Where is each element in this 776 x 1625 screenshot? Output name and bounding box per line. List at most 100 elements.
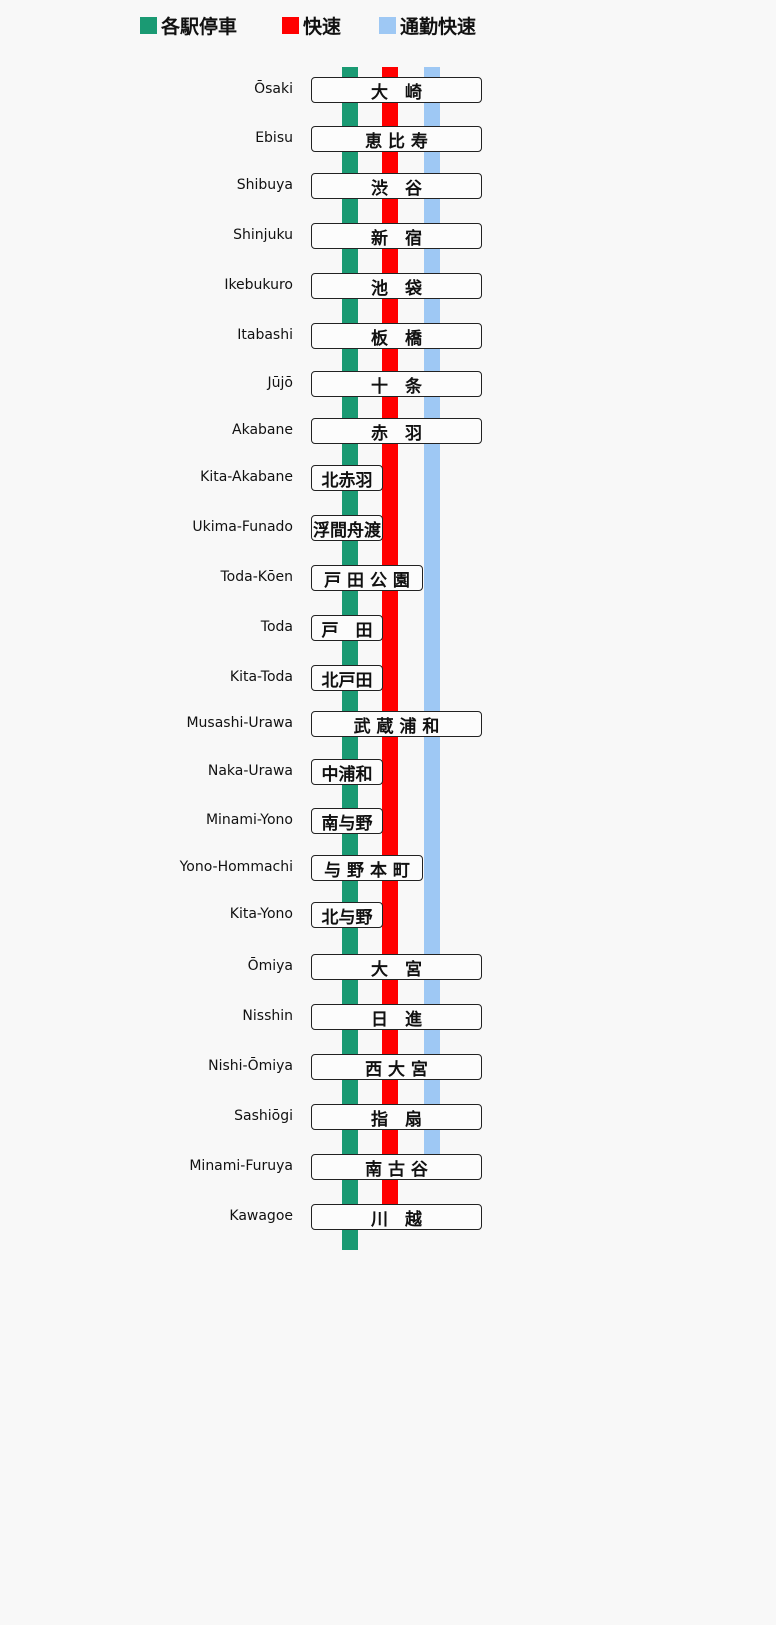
station-kanji: 赤 羽 (371, 423, 422, 444)
station-kanji: 北戸田 (321, 670, 373, 691)
station-row: Ikebukuro 池 袋 (0, 271, 776, 301)
station-row: Naka-Urawa 中浦和 (0, 757, 776, 787)
station-row: Shibuya 渋 谷 (0, 171, 776, 201)
station-kanji: 北与野 (321, 907, 373, 928)
station-kanji: 渋 谷 (371, 178, 422, 199)
legend-label-local: 各駅停車 (161, 15, 238, 38)
station-name-box: 指 扇 (311, 1104, 482, 1130)
station-kanji: 西 大 宮 (365, 1059, 428, 1080)
station-row: Kita-Yono 北与野 (0, 900, 776, 930)
station-name-box: 新 宿 (311, 223, 482, 249)
station-kanji: 川 越 (371, 1209, 422, 1230)
station-kanji: 戸 田 (321, 620, 373, 641)
station-romaji: Shibuya (236, 177, 293, 193)
station-romaji: Shinjuku (233, 227, 293, 243)
station-row: Kita-Akabane 北赤羽 (0, 463, 776, 493)
station-romaji: Kawagoe (229, 1208, 293, 1224)
station-romaji: Ōmiya (247, 958, 293, 974)
station-romaji: Toda-Kōen (220, 569, 294, 585)
station-kanji: 戸 田 公 園 (324, 570, 410, 591)
station-row: Shinjuku 新 宿 (0, 221, 776, 251)
station-row: Kita-Toda 北戸田 (0, 663, 776, 693)
station-name-box: 中浦和 (311, 759, 383, 785)
station-romaji: Ebisu (255, 130, 293, 146)
legend-item-local: 各駅停車 (140, 12, 237, 38)
station-name-box: 川 越 (311, 1204, 482, 1230)
station-kanji: 武 蔵 浦 和 (353, 716, 440, 737)
station-name-box: 十 条 (311, 371, 482, 397)
station-kanji: 浮間舟渡 (313, 520, 381, 541)
station-kanji: 恵 比 寿 (365, 131, 428, 152)
station-kanji: 十 条 (371, 376, 422, 397)
station-kanji: 板 橋 (371, 328, 422, 349)
station-name-box: 南与野 (311, 808, 383, 834)
station-kanji: 北赤羽 (321, 470, 373, 491)
station-row: Musashi-Urawa 武 蔵 浦 和 (0, 709, 776, 739)
station-romaji: Jūjō (267, 375, 293, 391)
station-name-box: 北戸田 (311, 665, 383, 691)
station-kanji: 中浦和 (321, 764, 373, 785)
station-name-box: 武 蔵 浦 和 (311, 711, 482, 737)
station-name-box: 大 崎 (311, 77, 482, 103)
station-romaji: Itabashi (237, 327, 293, 343)
legend: 各駅停車 快速 通勤快速 (0, 0, 776, 50)
station-kanji: 与 野 本 町 (324, 860, 410, 881)
legend-item-rapid: 快速 (282, 12, 341, 38)
station-kanji: 指 扇 (371, 1109, 422, 1130)
station-romaji: Kita-Toda (229, 669, 293, 685)
station-name-box: 渋 谷 (311, 173, 482, 199)
legend-label-rapid: 快速 (303, 15, 342, 38)
legend-swatch-commuter-rapid (379, 16, 396, 34)
station-romaji: Minami-Yono (205, 812, 293, 828)
line-rapid (382, 67, 398, 1217)
station-row: Jūjō 十 条 (0, 369, 776, 399)
station-romaji: Ukima-Funado (192, 519, 293, 535)
station-romaji: Toda (260, 619, 293, 635)
station-name-box: 南 古 谷 (311, 1154, 482, 1180)
station-kanji: 南与野 (321, 813, 373, 834)
legend-label-commuter-rapid: 通勤快速 (400, 15, 477, 38)
station-name-box: 大 宮 (311, 954, 482, 980)
station-name-box: 戸 田 公 園 (311, 565, 423, 591)
station-row: Itabashi 板 橋 (0, 321, 776, 351)
station-name-box: 西 大 宮 (311, 1054, 482, 1080)
station-row: Ōmiya 大 宮 (0, 952, 776, 982)
station-romaji: Yono-Hommachi (179, 859, 293, 875)
station-name-box: 池 袋 (311, 273, 482, 299)
legend-item-commuter-rapid: 通勤快速 (379, 12, 476, 38)
station-name-box: 板 橋 (311, 323, 482, 349)
station-kanji: 日 進 (371, 1009, 422, 1030)
station-romaji: Naka-Urawa (207, 763, 293, 779)
station-romaji: Kita-Yono (229, 906, 293, 922)
station-kanji: 大 崎 (371, 82, 422, 103)
station-name-box: 与 野 本 町 (311, 855, 423, 881)
station-romaji: Sashiōgi (234, 1108, 293, 1124)
station-name-box: 赤 羽 (311, 418, 482, 444)
station-row: Kawagoe 川 越 (0, 1202, 776, 1232)
station-romaji: Akabane (232, 422, 293, 438)
station-row: Ebisu 恵 比 寿 (0, 124, 776, 154)
station-row: Sashiōgi 指 扇 (0, 1102, 776, 1132)
station-romaji: Ikebukuro (224, 277, 293, 293)
station-romaji: Minami-Furuya (189, 1158, 293, 1174)
station-kanji: 南 古 谷 (365, 1159, 428, 1180)
station-romaji: Kita-Akabane (200, 469, 293, 485)
station-row: Akabane 赤 羽 (0, 416, 776, 446)
station-name-box: 北赤羽 (311, 465, 383, 491)
station-name-box: 浮間舟渡 (311, 515, 383, 541)
station-row: Minami-Furuya 南 古 谷 (0, 1152, 776, 1182)
station-name-box: 日 進 (311, 1004, 482, 1030)
station-romaji: Nisshin (242, 1008, 293, 1024)
station-romaji: Nishi-Ōmiya (208, 1058, 293, 1074)
station-romaji: Musashi-Urawa (186, 715, 293, 731)
station-kanji: 大 宮 (371, 959, 422, 980)
station-name-box: 戸 田 (311, 615, 383, 641)
station-name-box: 北与野 (311, 902, 383, 928)
legend-swatch-rapid (282, 16, 299, 34)
station-row: Nisshin 日 進 (0, 1002, 776, 1032)
station-name-box: 恵 比 寿 (311, 126, 482, 152)
station-row: Minami-Yono 南与野 (0, 806, 776, 836)
station-row: Ōsaki 大 崎 (0, 75, 776, 105)
station-row: Nishi-Ōmiya 西 大 宮 (0, 1052, 776, 1082)
station-row: Toda 戸 田 (0, 613, 776, 643)
